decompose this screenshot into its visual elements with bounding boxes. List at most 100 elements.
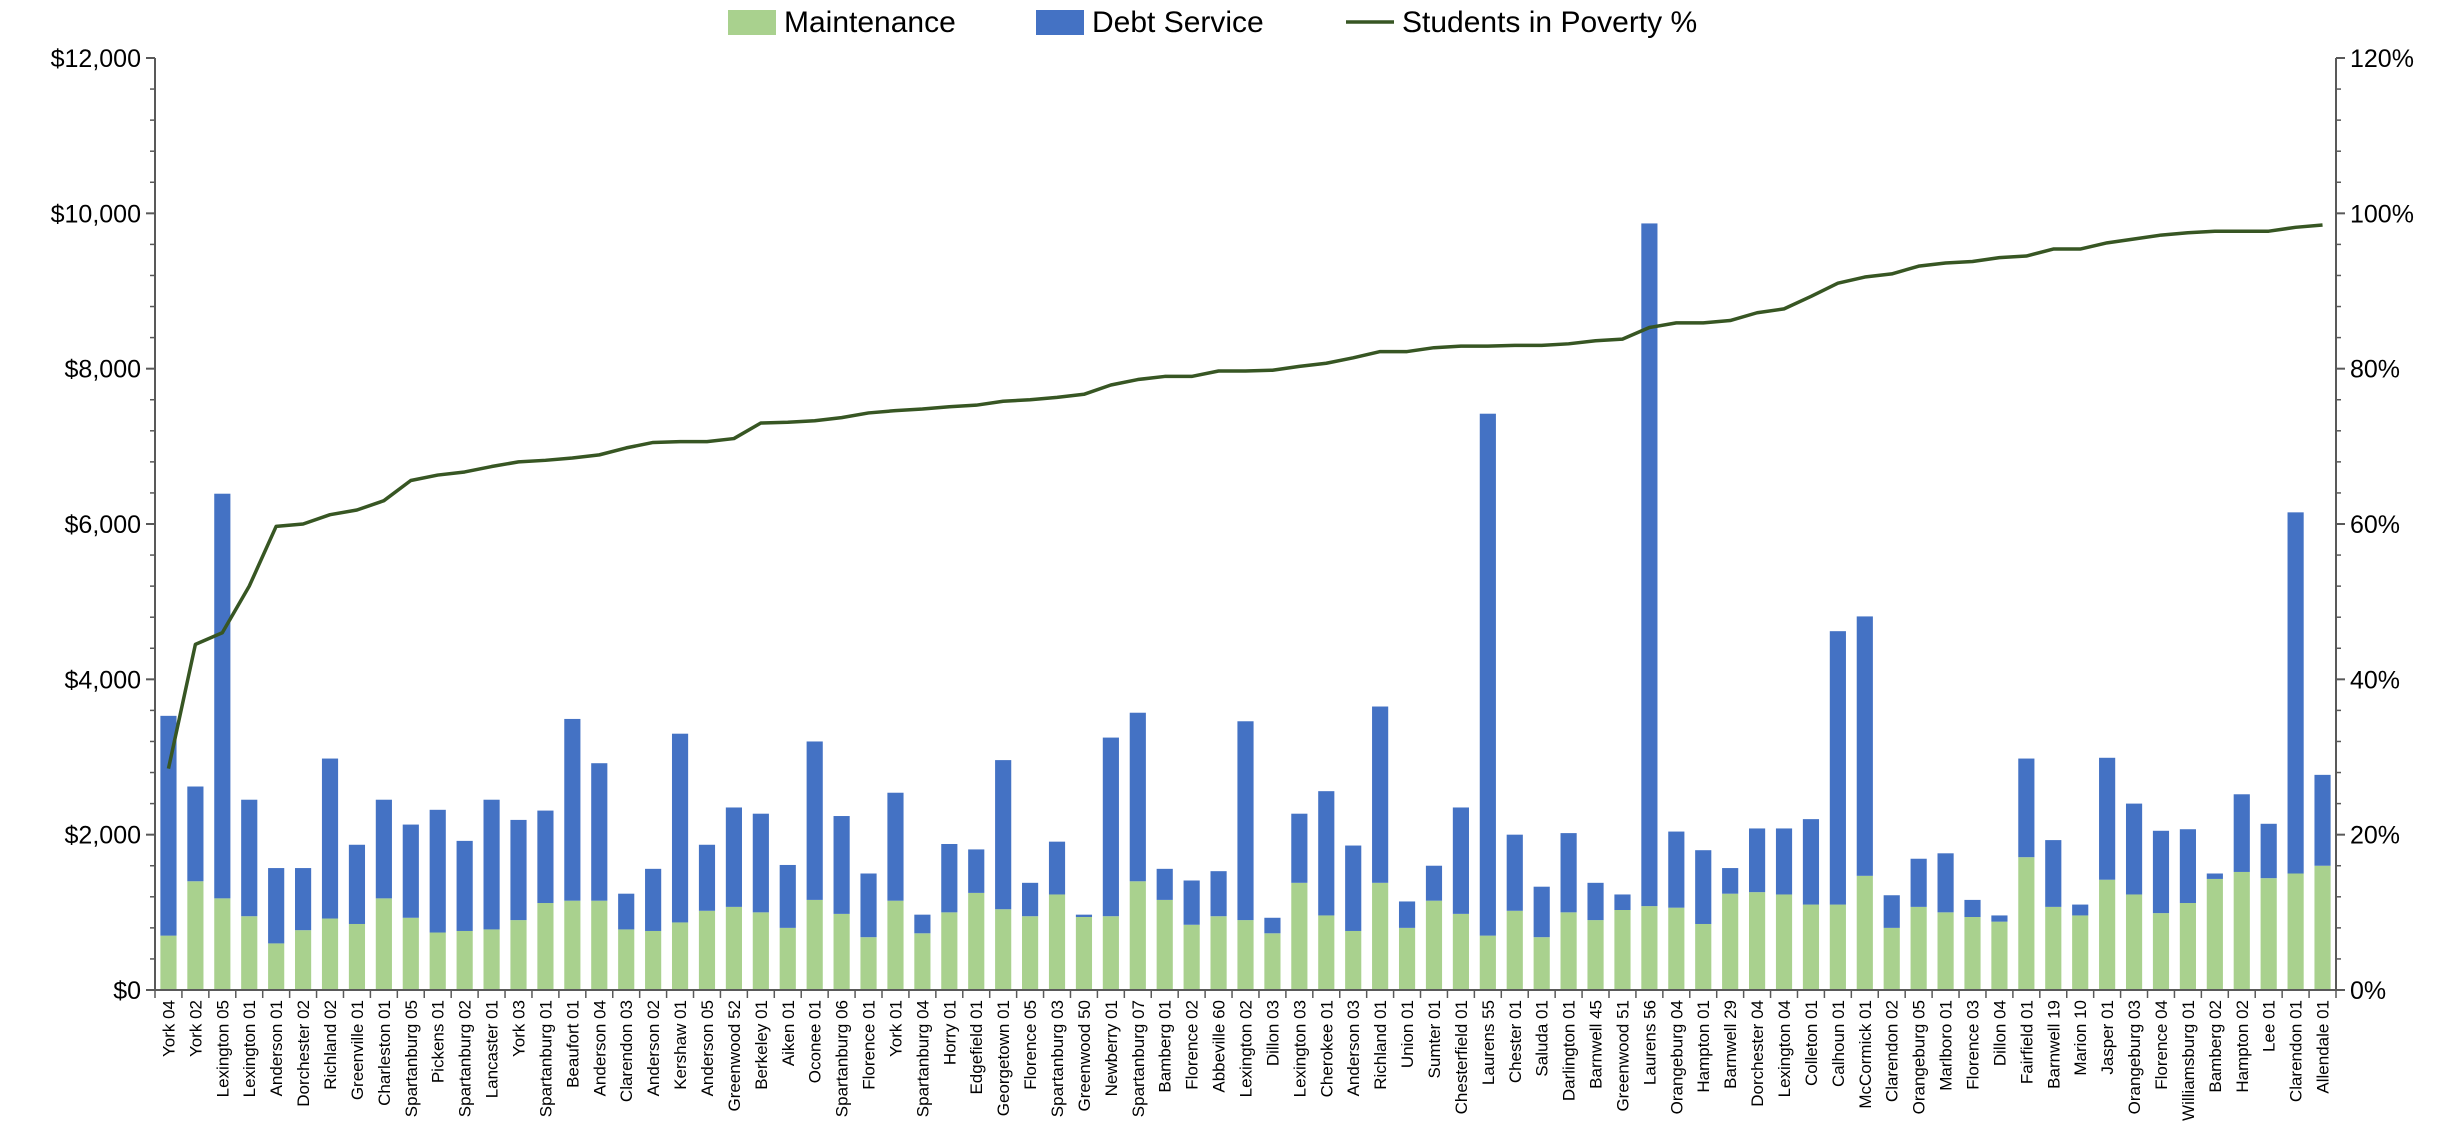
bar-maintenance [510,920,527,990]
bar-maintenance [2233,871,2250,990]
bar-debt-service [2045,840,2062,907]
x-tick-label: York 04 [159,1000,178,1057]
bar-maintenance [1398,927,1416,990]
x-tick-label: Marion 10 [2071,1000,2090,1076]
bar-maintenance [2287,873,2304,990]
x-tick-labels: York 04 York 02 Lexington 05 Lexington 01 An… [159,1000,2332,1121]
bar-maintenance [860,937,877,990]
bar-debt-service [1425,865,1443,901]
bar-maintenance [1345,930,1362,990]
x-tick-label: Edgefield 01 [967,1000,986,1095]
bar-debt-service [1775,828,1793,895]
x-tick-label: Pickens 01 [429,1000,448,1083]
bar-maintenance [806,899,823,990]
bar-maintenance [995,909,1012,990]
bar-debt-service [645,868,662,931]
bar-debt-service [1722,868,1739,894]
bar-maintenance [1479,935,1496,990]
bar-debt-service [214,493,231,899]
bar-maintenance [2260,878,2277,990]
x-tick-label: Hampton 01 [1694,1000,1713,1093]
x-tick-label: Chester 01 [1506,1000,1525,1083]
x-tick-label: Lexington 01 [240,1000,259,1097]
y-right-tick-label: 100% [2350,200,2414,228]
x-tick-label: Orangeburg 03 [2125,1000,2144,1114]
bar-debt-service [887,792,904,901]
bar-maintenance [2179,903,2196,990]
x-tick-label: Abbeville 60 [1210,1000,1229,1093]
x-tick-label: Greenwood 50 [1075,1000,1094,1112]
bar-maintenance [2314,865,2331,990]
bar-maintenance [1587,920,1604,990]
bar-maintenance [779,927,796,990]
bar-debt-service [1102,737,1119,917]
bar-debt-service [725,807,742,907]
x-tick-label: Orangeburg 04 [1667,1000,1686,1114]
x-tick-label: Georgetown 01 [994,1000,1013,1116]
bar-maintenance [564,900,581,990]
x-tick-label: Chesterfield 01 [1452,1000,1471,1114]
bar-maintenance [2018,857,2035,990]
bar-maintenance [941,912,958,990]
bar-debt-service [1183,880,1200,925]
x-tick-label: Clarendon 03 [617,1000,636,1102]
bar-debt-service [1695,850,1712,924]
bar-maintenance [1156,899,1173,990]
bar-debt-service [752,813,769,913]
x-tick-label: Anderson 01 [267,1000,286,1096]
y-right-tick-label: 40% [2350,666,2400,694]
x-tick-label: Florence 05 [1021,1000,1040,1090]
bar-maintenance [2072,915,2089,990]
x-tick-label: Spartanburg 06 [833,1000,852,1117]
bar-maintenance [1425,900,1443,990]
bar-maintenance [160,935,177,990]
x-tick-label: Laurens 56 [1640,1000,1659,1085]
bar-debt-service [1964,899,1981,917]
bar-debt-service [483,799,500,930]
bar-debt-service [1372,706,1389,883]
bar-debt-service [510,819,527,921]
bar-maintenance [1937,912,1954,990]
x-tick-label: Fairfield 01 [2017,1000,2036,1084]
x-tick-label: York 03 [510,1000,529,1057]
bar-maintenance [1048,894,1066,990]
bar-debt-service [429,809,446,933]
bar-debt-service [1345,845,1362,931]
legend-label: Debt Service [1092,6,1264,39]
bar-debt-service [1452,807,1469,914]
x-tick-label: Lee 01 [2260,1000,2279,1052]
x-tick-label: Saluda 01 [1533,1000,1552,1077]
x-tick-label: Anderson 04 [590,1000,609,1096]
bar-debt-service [160,715,177,936]
bar-maintenance [914,933,931,990]
bar-maintenance [187,881,204,990]
y-right-tick-label: 0% [2350,977,2386,1005]
bar-maintenance [645,930,662,990]
bar-debt-service [968,849,985,893]
legend-swatch-bar [1036,10,1084,35]
x-tick-label: Oconee 01 [806,1000,825,1083]
x-tick-label: Bamberg 01 [1156,1000,1175,1093]
x-tick-label: Anderson 03 [1344,1000,1363,1096]
bar-debt-service [941,843,958,913]
x-tick-label: Spartanburg 01 [536,1000,555,1117]
bar-debt-service [1802,819,1820,905]
x-tick-label: Beaufort 01 [563,1000,582,1088]
bar-maintenance [1237,920,1254,990]
x-tick-label: Horry 01 [940,1000,959,1065]
x-tick-label: Richland 02 [321,1000,340,1090]
bar-maintenance [402,917,419,990]
bar-debt-service [698,844,716,911]
x-tick-label: Anderson 02 [644,1000,663,1096]
bar-debt-service [1318,791,1335,916]
bar-maintenance [2045,906,2062,990]
bar-maintenance [591,900,608,990]
bar-debt-service [1156,868,1173,900]
x-tick-label: York 02 [186,1000,205,1057]
bar-maintenance [1560,912,1577,990]
y-left-tick-label: $12,000 [51,45,141,73]
bar-maintenance [1533,937,1550,990]
bar-maintenance [968,892,985,990]
legend-swatch-bar [728,10,776,35]
x-tick-label: Aiken 01 [779,1000,798,1066]
